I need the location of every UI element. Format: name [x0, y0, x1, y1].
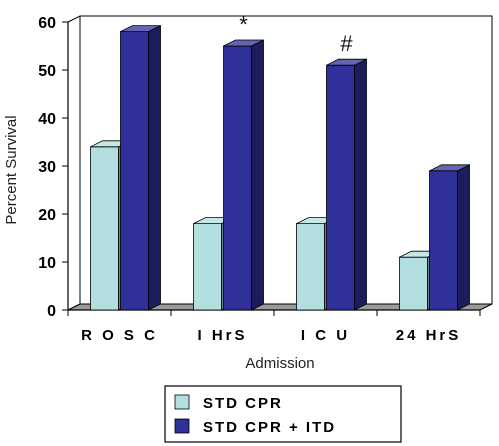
- x-tick-label: I HrS: [197, 327, 247, 344]
- legend-label: STD CPR + ITD: [203, 419, 336, 436]
- bar-side: [252, 40, 264, 310]
- plot-side-wall: [68, 16, 80, 310]
- bar-std-cpr-itd-3: [430, 171, 458, 310]
- bar-std-cpr-0: [91, 147, 119, 310]
- legend-swatch: [175, 395, 189, 409]
- y-tick-label: 40: [38, 111, 56, 128]
- bar-std-cpr-3: [400, 257, 428, 310]
- y-tick-label: 50: [38, 63, 56, 80]
- x-axis-label: Admission: [245, 355, 314, 372]
- significance-annotation: #: [340, 31, 353, 56]
- bar-side: [149, 26, 161, 310]
- x-tick-label: 24 HrS: [396, 327, 462, 344]
- y-axis-label: Percent Survival: [3, 115, 20, 224]
- y-tick-label: 0: [47, 303, 56, 320]
- y-tick-label: 20: [38, 207, 56, 224]
- bar-std-cpr-2: [297, 224, 325, 310]
- bar-std-cpr-1: [194, 224, 222, 310]
- bar-side: [355, 59, 367, 310]
- bar-side: [458, 165, 470, 310]
- bar-std-cpr-itd-2: [327, 65, 355, 310]
- bar-std-cpr-itd-1: [224, 46, 252, 310]
- legend-label: STD CPR: [203, 395, 283, 412]
- significance-annotation: *: [239, 12, 248, 37]
- legend-layer: STD CPR STD CPR + ITD: [165, 386, 401, 442]
- bar-std-cpr-itd-0: [121, 32, 149, 310]
- legend-swatch: [175, 419, 189, 433]
- x-tick-label: I C U: [301, 327, 350, 344]
- x-tick-label: R O S C: [81, 327, 158, 344]
- y-tick-label: 60: [38, 15, 56, 32]
- y-tick-label: 10: [38, 255, 56, 272]
- y-tick-label: 30: [38, 159, 56, 176]
